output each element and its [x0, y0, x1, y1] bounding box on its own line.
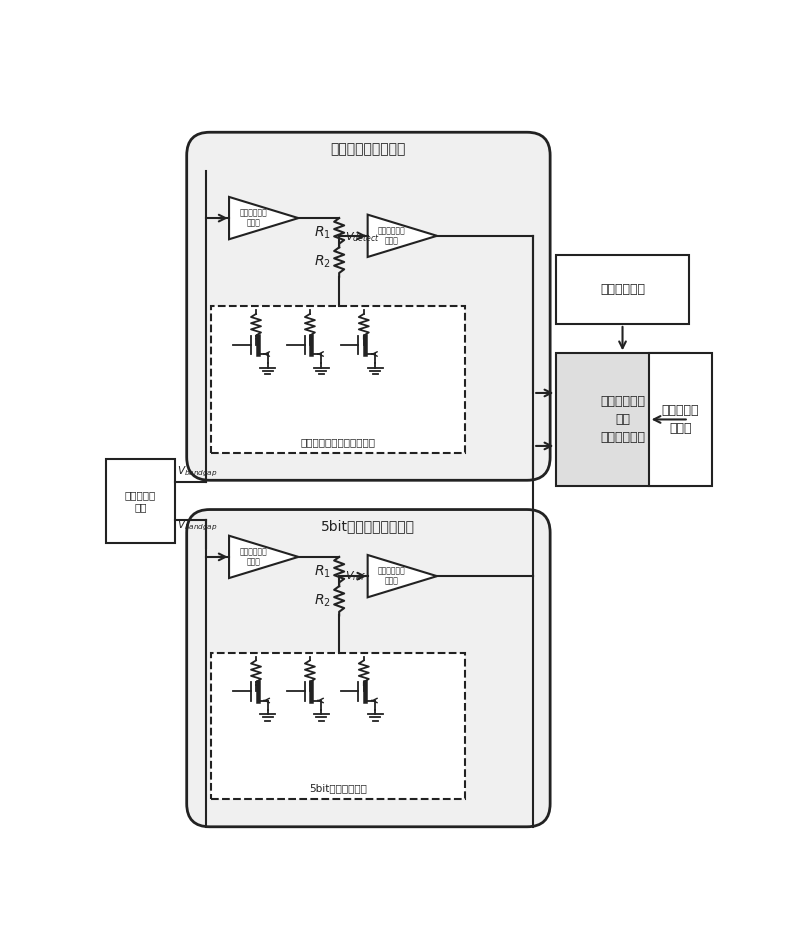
Bar	[106, 459, 175, 543]
Text: 流水线模数
转换器: 流水线模数 转换器	[662, 404, 699, 435]
Text: $V_{ref}$: $V_{ref}$	[346, 570, 366, 583]
Polygon shape	[368, 555, 437, 597]
Text: 传感器电压产生电路: 传感器电压产生电路	[330, 142, 406, 156]
Text: 5bit参考电阻阵列: 5bit参考电阻阵列	[310, 783, 367, 793]
Text: $V_{bandgap}$: $V_{bandgap}$	[178, 465, 218, 480]
FancyBboxPatch shape	[186, 509, 550, 827]
Bar	[211, 306, 466, 452]
Text: 时钟产生电路: 时钟产生电路	[600, 283, 645, 296]
Text: 5bit参考电压产生电路: 5bit参考电压产生电路	[322, 520, 415, 534]
Text: 第四单位增益
缓冲器: 第四单位增益 缓冲器	[378, 567, 406, 586]
Text: $R_1$: $R_1$	[314, 563, 330, 580]
Text: 电荷转移开关
电容
采样保持电路: 电荷转移开关 电容 采样保持电路	[600, 395, 645, 444]
Polygon shape	[229, 536, 298, 578]
Text: $V_{bandgap}$: $V_{bandgap}$	[178, 519, 218, 533]
Bar	[211, 653, 466, 799]
Text: 第一单位增益
缓冲器: 第一单位增益 缓冲器	[239, 209, 267, 228]
Text: $R_2$: $R_2$	[314, 254, 330, 270]
Text: $V_{detect}$: $V_{detect}$	[346, 230, 380, 245]
Bar	[649, 354, 712, 485]
Text: 巨磁阻生物传感器电阻阵列: 巨磁阻生物传感器电阻阵列	[301, 437, 376, 447]
Text: 第三单位增益
缓冲器: 第三单位增益 缓冲器	[239, 547, 267, 567]
Polygon shape	[368, 214, 437, 257]
Text: $R_1$: $R_1$	[314, 225, 330, 241]
FancyBboxPatch shape	[186, 132, 550, 481]
Polygon shape	[229, 197, 298, 239]
Text: $R_2$: $R_2$	[314, 592, 330, 609]
Bar	[556, 255, 689, 324]
Text: 带隙基准电
压源: 带隙基准电 压源	[125, 490, 156, 512]
Text: 第二单位增益
缓冲器: 第二单位增益 缓冲器	[378, 227, 406, 246]
Bar	[556, 354, 689, 485]
